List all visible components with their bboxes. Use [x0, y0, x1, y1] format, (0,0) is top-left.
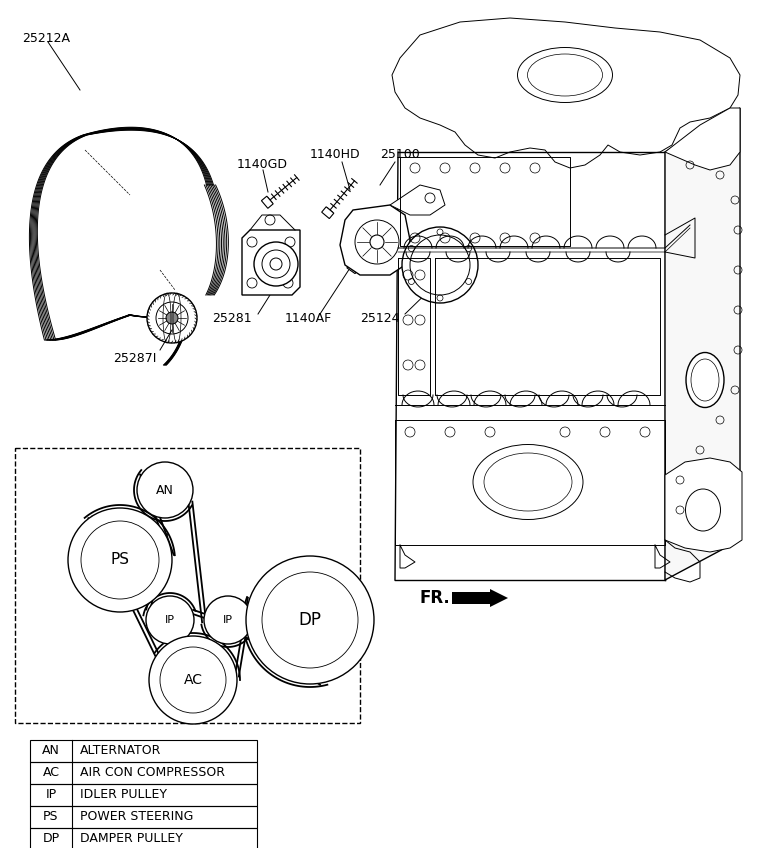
Text: FR.: FR. — [419, 589, 450, 607]
Text: IDLER PULLEY: IDLER PULLEY — [80, 789, 167, 801]
Circle shape — [285, 237, 295, 247]
Text: 25124: 25124 — [360, 311, 399, 325]
Polygon shape — [665, 108, 740, 580]
Text: AC: AC — [42, 767, 59, 779]
Text: 25100: 25100 — [380, 148, 420, 161]
Polygon shape — [321, 207, 334, 219]
Polygon shape — [665, 458, 742, 552]
Text: IP: IP — [165, 615, 175, 625]
Bar — [30, 806, 257, 828]
Text: 1140AF: 1140AF — [284, 311, 332, 325]
Polygon shape — [347, 262, 359, 274]
Text: IP: IP — [223, 615, 233, 625]
Ellipse shape — [686, 353, 724, 408]
Text: DP: DP — [42, 833, 60, 845]
Bar — [30, 828, 257, 848]
Text: AN: AN — [156, 483, 174, 496]
Text: 25281: 25281 — [212, 311, 252, 325]
Circle shape — [166, 312, 178, 324]
Bar — [30, 740, 257, 762]
Circle shape — [246, 556, 374, 684]
Text: 1140HD: 1140HD — [310, 148, 361, 161]
Circle shape — [270, 258, 282, 270]
Circle shape — [254, 242, 298, 286]
FancyArrow shape — [452, 589, 508, 607]
Polygon shape — [665, 108, 740, 170]
Circle shape — [147, 293, 197, 343]
Polygon shape — [390, 185, 445, 215]
Circle shape — [402, 227, 478, 303]
Text: 1140GD: 1140GD — [237, 159, 288, 171]
Text: AN: AN — [42, 745, 60, 757]
Text: 25212A: 25212A — [22, 31, 70, 44]
Text: DAMPER PULLEY: DAMPER PULLEY — [80, 833, 183, 845]
Text: POWER STEERING: POWER STEERING — [80, 811, 193, 823]
Polygon shape — [242, 230, 300, 295]
Circle shape — [146, 596, 194, 644]
Circle shape — [247, 237, 257, 247]
Bar — [30, 784, 257, 806]
Polygon shape — [392, 18, 740, 168]
Text: ALTERNATOR: ALTERNATOR — [80, 745, 161, 757]
Circle shape — [137, 462, 193, 518]
Text: 25287I: 25287I — [113, 352, 157, 365]
Text: AIR CON COMPRESSOR: AIR CON COMPRESSOR — [80, 767, 225, 779]
Polygon shape — [262, 196, 273, 209]
Bar — [395, 152, 665, 580]
Text: IP: IP — [45, 789, 57, 801]
Bar — [30, 762, 257, 784]
Circle shape — [283, 278, 293, 288]
Text: PS: PS — [43, 811, 59, 823]
Text: AC: AC — [183, 673, 202, 687]
Text: DP: DP — [299, 611, 321, 629]
Circle shape — [204, 596, 252, 644]
Polygon shape — [340, 205, 410, 275]
Circle shape — [68, 508, 172, 612]
Circle shape — [149, 636, 237, 724]
Text: PS: PS — [111, 553, 130, 567]
Circle shape — [247, 278, 257, 288]
